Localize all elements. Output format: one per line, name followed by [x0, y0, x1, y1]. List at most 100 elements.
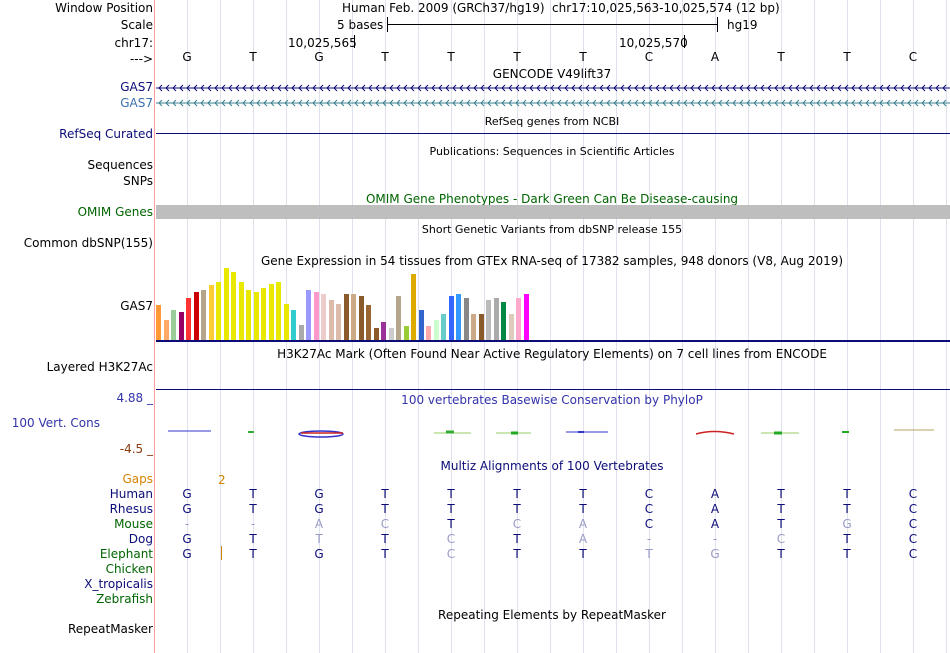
omim-gene-block[interactable]: [156, 205, 950, 219]
pubs-label[interactable]: Sequences: [87, 158, 153, 172]
repeatmasker-label[interactable]: RepeatMasker: [67, 622, 153, 636]
gtex-bar[interactable]: [373, 328, 379, 340]
strand-arrow: [179, 84, 184, 92]
gencode-gene-label-2[interactable]: GAS7: [120, 96, 153, 110]
gtex-bar[interactable]: [403, 326, 409, 340]
gtex-bar[interactable]: [321, 294, 326, 340]
phylop-graph[interactable]: [156, 420, 950, 445]
gtex-bar[interactable]: [336, 304, 341, 340]
strand-arrow: [739, 84, 744, 92]
species-label-rhesus[interactable]: Rhesus: [109, 502, 153, 516]
strand-arrow: [515, 99, 520, 107]
strand-arrow: [627, 99, 632, 107]
gtex-bar[interactable]: [246, 290, 251, 340]
refseq-label[interactable]: RefSeq Curated: [59, 127, 153, 141]
gtex-bar[interactable]: [163, 320, 169, 340]
strand-arrow: [886, 84, 891, 92]
gtex-bar[interactable]: [253, 292, 259, 340]
gtex-bar[interactable]: [298, 325, 304, 340]
gtex-bar[interactable]: [238, 282, 244, 340]
strand-arrow: [165, 84, 170, 92]
gencode-gene-label-1[interactable]: GAS7: [120, 80, 153, 94]
phylop-max: 4.88 _: [116, 391, 153, 405]
gtex-bar[interactable]: [426, 326, 431, 340]
gtex-bar[interactable]: [433, 320, 439, 340]
strand-arrow: [816, 99, 821, 107]
gtex-bar[interactable]: [456, 294, 461, 340]
strand-arrow: [830, 99, 835, 107]
gtex-bar[interactable]: [171, 310, 176, 340]
h3k27-label[interactable]: Layered H3K27Ac: [46, 360, 153, 374]
gtex-bar[interactable]: [411, 274, 416, 340]
strand-arrow: [410, 99, 415, 107]
gtex-bar[interactable]: [508, 314, 514, 340]
alignment-base: T: [249, 502, 257, 516]
gtex-bar[interactable]: [328, 300, 334, 340]
gtex-bar[interactable]: [463, 298, 469, 340]
gtex-bar[interactable]: [268, 284, 274, 340]
species-label-zebrafish[interactable]: Zebrafish: [96, 592, 153, 606]
gtex-bar[interactable]: [523, 294, 529, 340]
strand-arrow: [928, 99, 933, 107]
gtex-bar[interactable]: [208, 285, 214, 340]
strand-arrow: [620, 99, 625, 107]
gtex-bar[interactable]: [276, 282, 281, 340]
gtex-bar[interactable]: [201, 290, 206, 340]
gtex-title: Gene Expression in 54 tissues from GTEx …: [260, 254, 844, 268]
gtex-bar[interactable]: [388, 328, 394, 340]
gtex-bar[interactable]: [478, 314, 484, 340]
gtex-bar[interactable]: [486, 300, 491, 340]
gtex-bar[interactable]: [231, 272, 236, 340]
strand-arrow: [312, 84, 317, 92]
gtex-bar[interactable]: [396, 296, 401, 340]
gtex-label[interactable]: GAS7: [120, 299, 153, 313]
gtex-bar[interactable]: [343, 294, 349, 340]
gtex-bar[interactable]: [178, 312, 184, 340]
strand-arrow: [522, 99, 527, 107]
species-label-human[interactable]: Human: [109, 487, 153, 501]
alignment-base: G: [182, 547, 192, 561]
gap-marker: [221, 546, 222, 560]
species-label-xtropicalis[interactable]: X_tropicalis: [84, 577, 153, 591]
strand-arrow: [515, 84, 520, 92]
strand-arrow: [557, 84, 562, 92]
strand-arrow: [767, 99, 772, 107]
strand-arrow: [837, 84, 842, 92]
species-label-mouse[interactable]: Mouse: [114, 517, 153, 531]
phylop-label[interactable]: 100 Vert. Cons: [11, 416, 100, 430]
strand-arrow: [683, 99, 688, 107]
gtex-bar[interactable]: [366, 305, 371, 340]
species-label-chicken[interactable]: Chicken: [105, 562, 153, 576]
gtex-bar[interactable]: [358, 296, 364, 340]
strand-arrow: [431, 99, 436, 107]
strand-arrow: [536, 99, 541, 107]
gtex-bar[interactable]: [291, 310, 296, 340]
strand-arrow: [886, 99, 891, 107]
alignment-base: T: [447, 502, 455, 516]
gtex-bar[interactable]: [418, 310, 424, 340]
gtex-bar[interactable]: [193, 292, 199, 340]
gtex-bar[interactable]: [223, 268, 229, 340]
snps-label[interactable]: SNPs: [123, 174, 153, 188]
gtex-bar[interactable]: [501, 302, 506, 340]
gtex-bar[interactable]: [441, 314, 446, 340]
base: C: [908, 50, 918, 64]
omim-label[interactable]: OMIM Genes: [77, 205, 153, 219]
strand-arrow: [907, 84, 912, 92]
strand-arrow: [172, 99, 177, 107]
gtex-bar[interactable]: [313, 292, 319, 340]
gtex-bar[interactable]: [156, 305, 161, 340]
species-label-dog[interactable]: Dog: [128, 532, 153, 546]
strand-arrow: [333, 84, 338, 92]
strand-arrow: [445, 99, 450, 107]
dbsnp-label[interactable]: Common dbSNP(155): [23, 236, 153, 250]
strand-arrow: [466, 84, 471, 92]
gtex-bar[interactable]: [261, 288, 266, 340]
species-label-elephant[interactable]: Elephant: [99, 547, 153, 561]
gencode-transcripts[interactable]: [156, 81, 950, 111]
refseq-gene-line[interactable]: [156, 133, 950, 134]
strand-arrow: [802, 84, 807, 92]
gtex-bar[interactable]: [306, 290, 311, 340]
gtex-bar[interactable]: [471, 314, 476, 340]
gtex-bar[interactable]: [493, 298, 499, 340]
